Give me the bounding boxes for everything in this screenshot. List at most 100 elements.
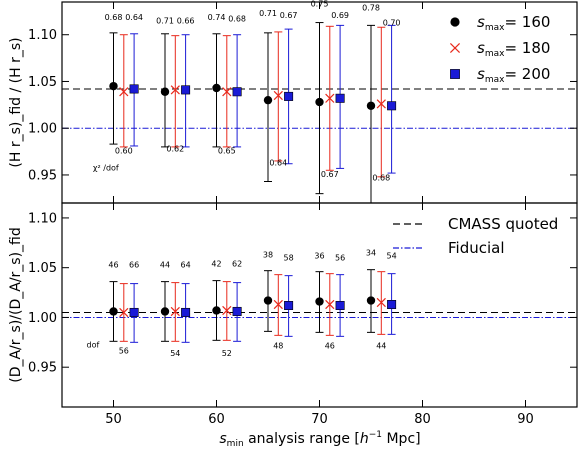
bottom-point-s1-1 <box>170 306 180 317</box>
bottom-point-s2-5 <box>387 300 397 310</box>
top-point-s2-0 <box>129 84 139 94</box>
top-point-s1-0-b <box>119 87 129 97</box>
bottom-point-s1-3 <box>273 299 283 310</box>
top-point-s1-5 <box>376 99 386 109</box>
top-annotation-0: 0.68 <box>105 13 123 22</box>
bottom-annotation-11: 54 <box>387 252 397 261</box>
bottom-annotation-3: 64 <box>181 261 191 270</box>
xlabel: smin analysis range [h−1 Mpc] <box>219 430 420 449</box>
top-point-s0-4 <box>315 97 324 107</box>
bottom-point-s0-5 <box>366 296 376 305</box>
bottom-annotation-17: 44 <box>376 341 386 350</box>
top-point-s1-3-b <box>273 90 283 101</box>
bottom-annotation-5: 62 <box>232 260 242 269</box>
bottom-annotation-13: 54 <box>170 349 180 358</box>
legend-top-marker-0 <box>450 17 460 27</box>
bottom-annotation-10: 34 <box>366 249 376 258</box>
top-ytick-label-3: 1.10 <box>28 28 57 43</box>
top-errorbar-s1-3 <box>274 31 283 162</box>
top-point-s2-3 <box>284 91 294 101</box>
top-annotation-4: 0.74 <box>208 13 226 22</box>
bottom-annotation-7: 58 <box>284 254 294 263</box>
top-point-s1-4-b <box>325 93 335 103</box>
annotations-layer: 0.68 0.64 0.71 0.66 0.74 0.680.71 0.670.750.69… <box>87 0 401 358</box>
top-point-s0-3 <box>263 95 273 105</box>
top-annotation-14: 0.65 <box>218 146 236 155</box>
top-errorbar-s2-5 <box>387 24 396 174</box>
bottom-annotation-0: 46 <box>108 261 118 270</box>
top-point-s1-2 <box>222 87 232 97</box>
top-annotation-18: χ² /dof <box>93 163 119 172</box>
top-annotation-5: 0.68 <box>228 15 246 24</box>
bottom-point-s1-2 <box>222 305 232 316</box>
top-point-s1-1 <box>170 85 180 95</box>
bottom-point-s2-4 <box>335 300 345 310</box>
top-point-s2-5 <box>387 101 397 111</box>
bottom-annotation-8: 36 <box>314 252 324 261</box>
bottom-point-s2-0 <box>129 307 139 317</box>
legend-bottom-label-0: CMASS quoted <box>448 215 558 233</box>
bottom-point-s1-0 <box>119 307 129 318</box>
xtick-label-4: 90 <box>517 412 534 427</box>
top-ytick-label-1: 1.00 <box>28 122 57 137</box>
top-annotation-11: 0.70 <box>383 18 401 27</box>
bottom-point-s1-5-b <box>376 297 386 308</box>
top-annotation-16: 0.67 <box>321 170 339 179</box>
top-point-s1-3 <box>273 90 283 101</box>
bottom-ytick-label-3: 1.10 <box>28 211 57 226</box>
top-point-s2-4 <box>335 93 345 103</box>
bottom-annotation-12: 56 <box>119 346 129 355</box>
bottom-point-s1-1-b <box>170 306 180 317</box>
top-point-s1-2-b <box>222 87 232 97</box>
top-annotation-15: 0.64 <box>269 159 287 168</box>
top-annotation-3: 0.66 <box>177 17 195 26</box>
top-point-s0-5 <box>366 101 376 110</box>
top-annotation-12: 0.60 <box>115 146 133 155</box>
bottom-annotation-16: 46 <box>325 341 335 350</box>
top-ytick-label-2: 1.05 <box>28 75 57 90</box>
legend-bottom-label-1: Fiducial <box>448 239 505 257</box>
top-point-s1-0 <box>119 87 129 97</box>
xtick-label-1: 60 <box>208 412 225 427</box>
legend-top-label-0: smax= 160 <box>477 13 550 33</box>
bottom-annotation-1: 66 <box>129 261 139 270</box>
top-point-s0-1 <box>160 87 170 96</box>
top-point-s0-2 <box>212 83 221 93</box>
bottom-point-s1-3-b <box>273 299 283 310</box>
top-annotation-1: 0.64 <box>125 13 143 22</box>
top-point-s0-0 <box>109 81 118 91</box>
top-errorbar-s0-4 <box>315 22 324 195</box>
top-point-s1-1-b <box>170 85 180 95</box>
top-errorbar-s1-5 <box>377 26 386 178</box>
top-point-s1-4 <box>325 93 335 103</box>
bottom-annotation-4: 42 <box>211 260 221 269</box>
bottom-point-s1-5 <box>376 297 386 308</box>
bottom-annotation-14: 52 <box>222 349 232 358</box>
bottom-ytick-label-0: 0.95 <box>28 361 57 376</box>
bottom-annotation-6: 38 <box>263 251 273 260</box>
legend-top-marker-1 <box>449 42 461 54</box>
legend-top-label-1: smax= 180 <box>477 39 550 59</box>
bottom-point-s0-1 <box>160 307 170 316</box>
top-ytick-label-0: 0.95 <box>28 168 57 183</box>
bottom-point-s2-2 <box>232 306 242 316</box>
top-point-s2-2 <box>232 87 242 97</box>
bottom-ytick-label-2: 1.05 <box>28 261 57 276</box>
bottom-ylabel: (D_A/r_s)/(D_A/r_s)_fid <box>8 227 24 383</box>
bottom-annotation-9: 56 <box>335 254 345 263</box>
axes-layer: 0.95 1.00 1.05 1.10 (H r_s)_fid / (H r_s) 0.9… <box>8 1 578 449</box>
legend-top-marker-1-b <box>449 42 461 54</box>
bottom-ytick-label-1: 1.00 <box>28 311 57 326</box>
legend-top-label-2: smax= 200 <box>477 65 550 85</box>
error-bars-layer <box>109 22 396 343</box>
top-annotation-10: 0.78 <box>362 3 380 12</box>
top-annotation-13: 0.62 <box>166 145 184 154</box>
bottom-point-s1-4 <box>325 299 335 310</box>
top-errorbar-s0-3 <box>264 32 272 182</box>
top-ylabel: (H r_s)_fid / (H r_s) <box>8 37 24 167</box>
legends-layer: smax= 160 smax= 180 smax= 200 CMASS quoted F… <box>393 13 558 257</box>
bottom-point-s2-3 <box>284 300 294 310</box>
top-annotation-7: 0.67 <box>280 11 298 20</box>
bottom-point-s1-2-b <box>222 305 232 316</box>
